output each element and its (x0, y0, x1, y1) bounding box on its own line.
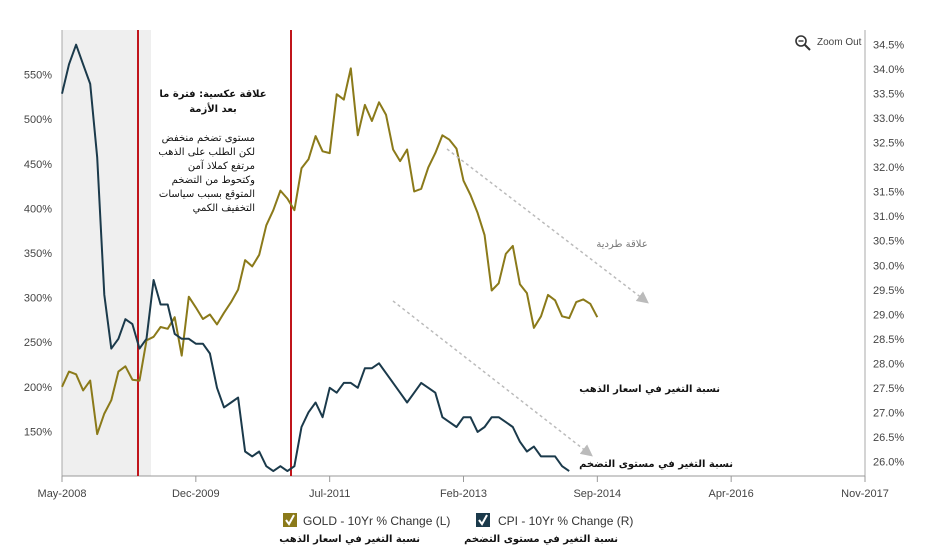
y-right-tick-label: 31.0% (873, 211, 904, 223)
legend-item-cpi[interactable]: CPI - 10Yr % Change (R) نسبة التغير في م… (464, 513, 633, 545)
y-right-tick-label: 30.0% (873, 260, 904, 272)
checkbox-checked-icon (283, 513, 297, 527)
x-tick-label: Nov-2017 (841, 488, 889, 500)
x-tick-label: Feb-2013 (440, 488, 487, 500)
y-right-tick-label: 34.0% (873, 64, 904, 76)
series-layer (61, 43, 599, 473)
y-right-tick-label: 30.5% (873, 236, 904, 248)
checkmark-icon (478, 514, 488, 526)
x-tick-labels: May-2008 Dec-2009 Jul-2011 Feb-2013 Sep-2014… (38, 476, 889, 500)
y-right-tick-label: 33.0% (873, 113, 904, 125)
x-tick-label: Sep-2014 (573, 488, 621, 500)
legend-sub-cpi: نسبة التغير في مستوى التضخم (464, 534, 618, 545)
y-left-tick-label: 400% (24, 203, 52, 215)
legend-item-gold[interactable]: GOLD - 10Yr % Change (L) نسبة التغير في … (279, 513, 450, 545)
magnifier-minus-icon (795, 35, 807, 47)
legend-label-cpi: CPI - 10Yr % Change (R) (498, 514, 633, 528)
annotation-crisis-title-line-1: علاقة عكسية: فترة ما (159, 89, 266, 100)
y-left-tick-label: 350% (24, 248, 52, 260)
y-left-tick-label: 200% (24, 382, 52, 394)
shaded-period (62, 30, 151, 476)
y-right-tick-label: 32.5% (873, 138, 904, 150)
y-right-tick-label: 29.5% (873, 285, 904, 297)
annotation-cpi-change: نسبة التغير في مستوى التضخم (579, 459, 733, 470)
y-right-tick-label: 26.0% (873, 456, 904, 468)
y-right-tick-labels: 26.0% 26.5% 27.0% 27.5% 28.0% 28.5% 29.0% 29.5%… (873, 40, 904, 469)
annotation-crisis-body-line-1: مستوى تضخم منخفض (162, 133, 255, 144)
y-right-tick-label: 27.5% (873, 383, 904, 395)
annotation-gold-change: نسبة التغير في اسعار الذهب (579, 384, 720, 395)
y-right-tick-label: 32.0% (873, 162, 904, 174)
annotation-positive-relation: علاقة طردية (596, 239, 647, 250)
zoom-out-label: Zoom Out (817, 37, 862, 48)
cpi-series-line (61, 43, 570, 473)
y-right-tick-label: 31.5% (873, 187, 904, 199)
checkbox-checked-icon (476, 513, 490, 527)
annotation-crisis-title-line-2: بعد الأزمة (189, 102, 237, 115)
cpi-trend-arrow (392, 300, 593, 457)
magnifier-handle (804, 44, 811, 51)
annotation-crisis-body-line-2: لكن الطلب على الذهب (158, 147, 255, 158)
y-right-tick-label: 28.0% (873, 358, 904, 370)
y-right-tick-label: 26.5% (873, 432, 904, 444)
y-right-tick-label: 28.5% (873, 334, 904, 346)
x-tick-label: May-2008 (38, 488, 87, 500)
gold-series-line (61, 67, 599, 436)
y-left-tick-label: 450% (24, 159, 52, 171)
annotation-crisis-body-line-6: التخفيف الكمي (193, 203, 255, 214)
y-right-tick-label: 33.5% (873, 89, 904, 101)
y-right-tick-label: 29.0% (873, 309, 904, 321)
checkmark-icon (285, 514, 295, 526)
positive-relation-arrow (446, 148, 649, 304)
x-tick-label: Dec-2009 (172, 488, 220, 500)
zoom-out-button[interactable]: Zoom Out (795, 35, 862, 51)
annotation-crisis-body-line-3: مرتفع كملاذ آمن (188, 159, 255, 172)
y-right-tick-label: 27.0% (873, 407, 904, 419)
y-left-tick-label: 550% (24, 70, 52, 82)
y-right-tick-label: 34.5% (873, 40, 904, 52)
x-tick-label: Jul-2011 (309, 488, 350, 500)
y-left-tick-label: 250% (24, 337, 52, 349)
legend-sub-gold: نسبة التغير في اسعار الذهب (279, 534, 420, 545)
y-left-tick-label: 150% (24, 426, 52, 438)
annotation-crisis-body-line-5: المتوقع بسبب سياسات (159, 189, 255, 200)
legend-label-gold: GOLD - 10Yr % Change (L) (303, 514, 450, 528)
annotation-crisis-body-line-4: وكتحوط من التضخم (172, 175, 256, 186)
y-left-tick-label: 300% (24, 293, 52, 305)
x-tick-label: Apr-2016 (709, 488, 754, 500)
y-left-tick-labels: 150% 200% 250% 300% 350% 400% 450% 500% 550% (24, 70, 52, 439)
y-left-tick-label: 500% (24, 114, 52, 126)
